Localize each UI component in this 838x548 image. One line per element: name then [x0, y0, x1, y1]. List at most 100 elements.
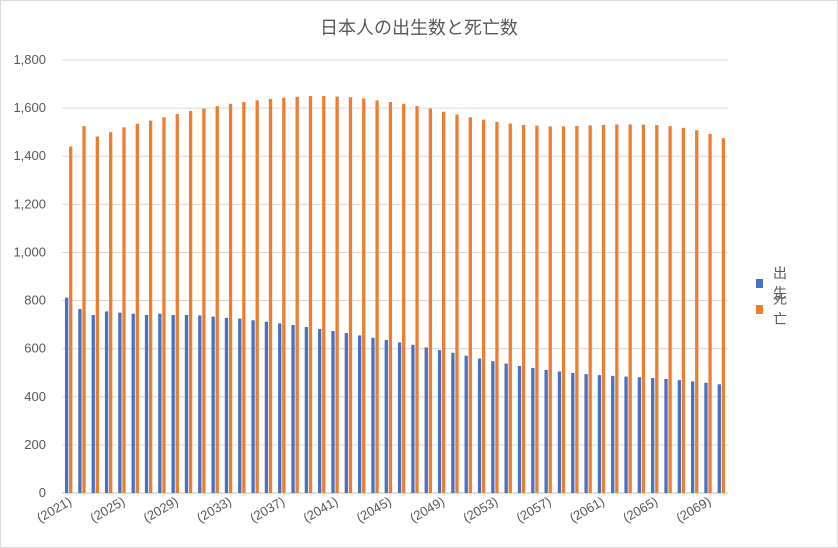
bar-births — [198, 315, 202, 493]
bar-deaths — [228, 103, 233, 493]
bar-births — [344, 333, 348, 493]
bar-births — [717, 384, 721, 493]
bar-births — [371, 337, 375, 493]
bar-deaths — [362, 98, 366, 493]
bar-deaths — [641, 124, 646, 493]
x-tick-label: (2061) — [567, 494, 607, 526]
bar-births — [451, 352, 455, 493]
bar-deaths — [215, 106, 219, 493]
bar-births — [384, 340, 388, 493]
bar-births — [584, 374, 588, 493]
bar-deaths — [375, 100, 379, 493]
bar-births — [637, 377, 642, 493]
bar-births — [278, 323, 282, 493]
bar-births — [78, 308, 82, 493]
x-tick-label: (2045) — [354, 494, 394, 526]
bar-births — [331, 331, 335, 493]
bar-births — [437, 350, 442, 493]
bar-deaths — [668, 126, 672, 494]
bar-births — [504, 363, 508, 493]
legend-item-births: 出 生 — [756, 266, 838, 302]
bar-deaths — [442, 111, 446, 493]
bar-deaths — [282, 97, 286, 494]
bar-births — [171, 314, 175, 493]
bar-deaths — [575, 125, 579, 493]
bar-births — [131, 313, 135, 493]
bar-deaths — [122, 127, 126, 493]
bar-deaths — [162, 117, 166, 493]
bar-deaths — [69, 146, 73, 493]
bar-births — [184, 314, 189, 493]
bar-deaths — [188, 110, 193, 494]
bar-births — [318, 328, 322, 493]
x-tick-label: (2053) — [460, 494, 500, 526]
bar-deaths — [402, 103, 406, 493]
bar-deaths — [455, 114, 459, 493]
bar-births — [238, 318, 242, 493]
x-tick-label: (2029) — [141, 494, 181, 526]
bar-deaths — [109, 132, 113, 493]
x-tick-label: (2069) — [673, 494, 713, 526]
bar-births — [251, 320, 255, 493]
bar-births — [624, 376, 628, 493]
bar-births — [704, 382, 708, 493]
bar-births — [144, 314, 149, 493]
bar-deaths — [242, 102, 246, 493]
legend-label-deaths: 死 亡 — [772, 292, 829, 328]
legend: 出 生 死 亡 — [756, 266, 838, 328]
bar-deaths — [82, 126, 86, 494]
legend-label-births: 出 生 — [772, 266, 829, 302]
bar-deaths — [468, 117, 472, 493]
bar-deaths — [308, 96, 313, 493]
bar-births — [264, 321, 269, 493]
bar-births — [517, 365, 522, 493]
bar-deaths — [495, 121, 499, 493]
x-tick-label: (2057) — [514, 494, 554, 526]
y-tick-label: 1,000 — [13, 244, 46, 259]
bar-births — [397, 342, 402, 493]
bar-deaths — [535, 125, 539, 494]
bar-deaths — [295, 96, 299, 494]
bar-deaths — [202, 108, 206, 493]
legend-swatch-births — [756, 278, 763, 288]
bar-births — [291, 325, 295, 493]
y-tick-label: 200 — [24, 437, 46, 452]
bar-deaths — [388, 102, 393, 493]
bar-deaths — [601, 124, 606, 493]
y-tick-label: 1,600 — [13, 100, 46, 115]
x-tick-label: (2041) — [301, 494, 341, 526]
bar-births — [477, 358, 482, 493]
x-tick-label: (2065) — [620, 494, 660, 526]
bar-deaths — [508, 123, 512, 494]
bar-deaths — [428, 108, 432, 493]
y-tick-label: 1,200 — [13, 196, 46, 211]
bar-deaths — [655, 125, 659, 493]
legend-swatch-deaths — [756, 304, 763, 314]
bar-births — [158, 313, 162, 493]
bar-births — [651, 378, 655, 493]
y-tick-label: 600 — [24, 341, 46, 356]
y-tick-label: 1,400 — [13, 148, 46, 163]
bar-deaths — [628, 124, 632, 494]
y-tick-label: 0 — [39, 485, 46, 500]
x-tick-label: (2049) — [407, 494, 447, 526]
chart-title: 日本人の出生数と死亡数 — [320, 18, 518, 39]
bar-deaths — [348, 97, 353, 494]
bar-births — [611, 375, 615, 493]
bar-births — [557, 371, 562, 493]
bar-births — [64, 297, 69, 493]
x-tick-label: (2025) — [87, 494, 127, 526]
bar-deaths — [695, 130, 699, 493]
bar-births — [304, 327, 309, 493]
y-tick-label: 800 — [24, 293, 46, 308]
bar-deaths — [681, 127, 686, 493]
bar-births — [104, 311, 109, 493]
bar-deaths — [615, 124, 619, 494]
legend-item-deaths: 死 亡 — [756, 292, 838, 328]
bar-births — [424, 347, 428, 493]
bar-deaths — [175, 114, 179, 493]
bar-deaths — [335, 96, 339, 493]
bar-deaths — [561, 126, 566, 493]
bar-births — [597, 375, 602, 493]
